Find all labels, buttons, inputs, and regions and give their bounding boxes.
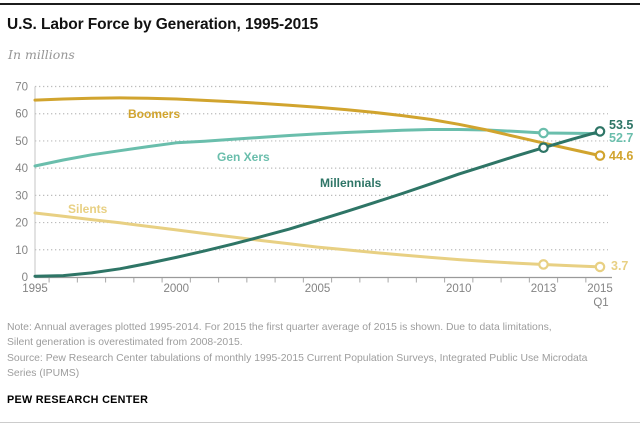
x-axis-label-2015: 2015 xyxy=(587,283,613,295)
series-line-boomers xyxy=(33,96,602,158)
series-label-silents: Silents xyxy=(68,202,108,216)
end-value-label-millennials: 53.5 xyxy=(609,118,633,132)
marker-gen-xers-2013 xyxy=(538,127,549,139)
series-line-millennials xyxy=(33,129,602,278)
series-label-millennials: Millennials xyxy=(320,176,382,190)
series-label-gen-xers: Gen Xers xyxy=(217,150,270,164)
chart-note: Note: Annual averages plotted 1995-2014.… xyxy=(7,321,637,350)
chart-source: Source: Pew Research Center tabulations … xyxy=(7,352,637,381)
marker-millennials-2015 xyxy=(594,126,606,137)
bottom-rule xyxy=(0,422,640,423)
x-axis-label-2000: 2000 xyxy=(163,283,189,295)
top-rule xyxy=(0,3,640,5)
labor-force-line-chart: 0 10 20 30 40 50 60 70 1995 2000 2005 2010 2013 2015 Q… xyxy=(15,82,633,309)
marker-silents-2013 xyxy=(538,259,549,270)
x-axis-sublabel-2015: Q1 xyxy=(593,297,608,309)
y-axis-label-70: 70 xyxy=(15,82,28,94)
series-line-gen-xers xyxy=(33,128,602,168)
marker-millennials-2013 xyxy=(538,142,549,154)
x-axis-label-2013: 2013 xyxy=(531,283,557,295)
brand-footer: PEW RESEARCH CENTER xyxy=(7,394,149,406)
chart-notes: Note: Annual averages plotted 1995-2014.… xyxy=(7,321,637,383)
x-axis-label-1995: 1995 xyxy=(22,283,48,295)
end-value-label-boomers: 44.6 xyxy=(609,149,633,163)
y-axis-label-40: 40 xyxy=(15,163,28,175)
y-axis-label-60: 60 xyxy=(15,109,28,121)
y-axis-label-30: 30 xyxy=(15,190,28,202)
marker-silents-2015 xyxy=(594,261,606,273)
note-line-2: Silent generation is overestimated from … xyxy=(7,336,243,348)
end-value-label-silents: 3.7 xyxy=(611,259,628,273)
source-line-2: Series (IPUMS) xyxy=(7,367,80,379)
series-label-boomers: Boomers xyxy=(128,107,180,121)
series-line-silents xyxy=(33,211,602,269)
page-title: U.S. Labor Force by Generation, 1995-201… xyxy=(7,16,319,33)
y-axis-label-50: 50 xyxy=(15,136,28,148)
note-line-1: Note: Annual averages plotted 1995-2014.… xyxy=(7,322,552,333)
y-axis-label-20: 20 xyxy=(15,218,28,230)
y-axis-label-0: 0 xyxy=(22,272,28,284)
source-line-1: Source: Pew Research Center tabulations … xyxy=(7,353,588,365)
chart-subtitle: In millions xyxy=(8,47,75,62)
end-value-label-gen-xers: 52.7 xyxy=(609,131,633,145)
y-axis-label-10: 10 xyxy=(15,245,28,257)
x-axis-label-2010: 2010 xyxy=(446,283,472,295)
marker-boomers-2015 xyxy=(594,150,606,161)
x-axis-label-2005: 2005 xyxy=(305,283,331,295)
